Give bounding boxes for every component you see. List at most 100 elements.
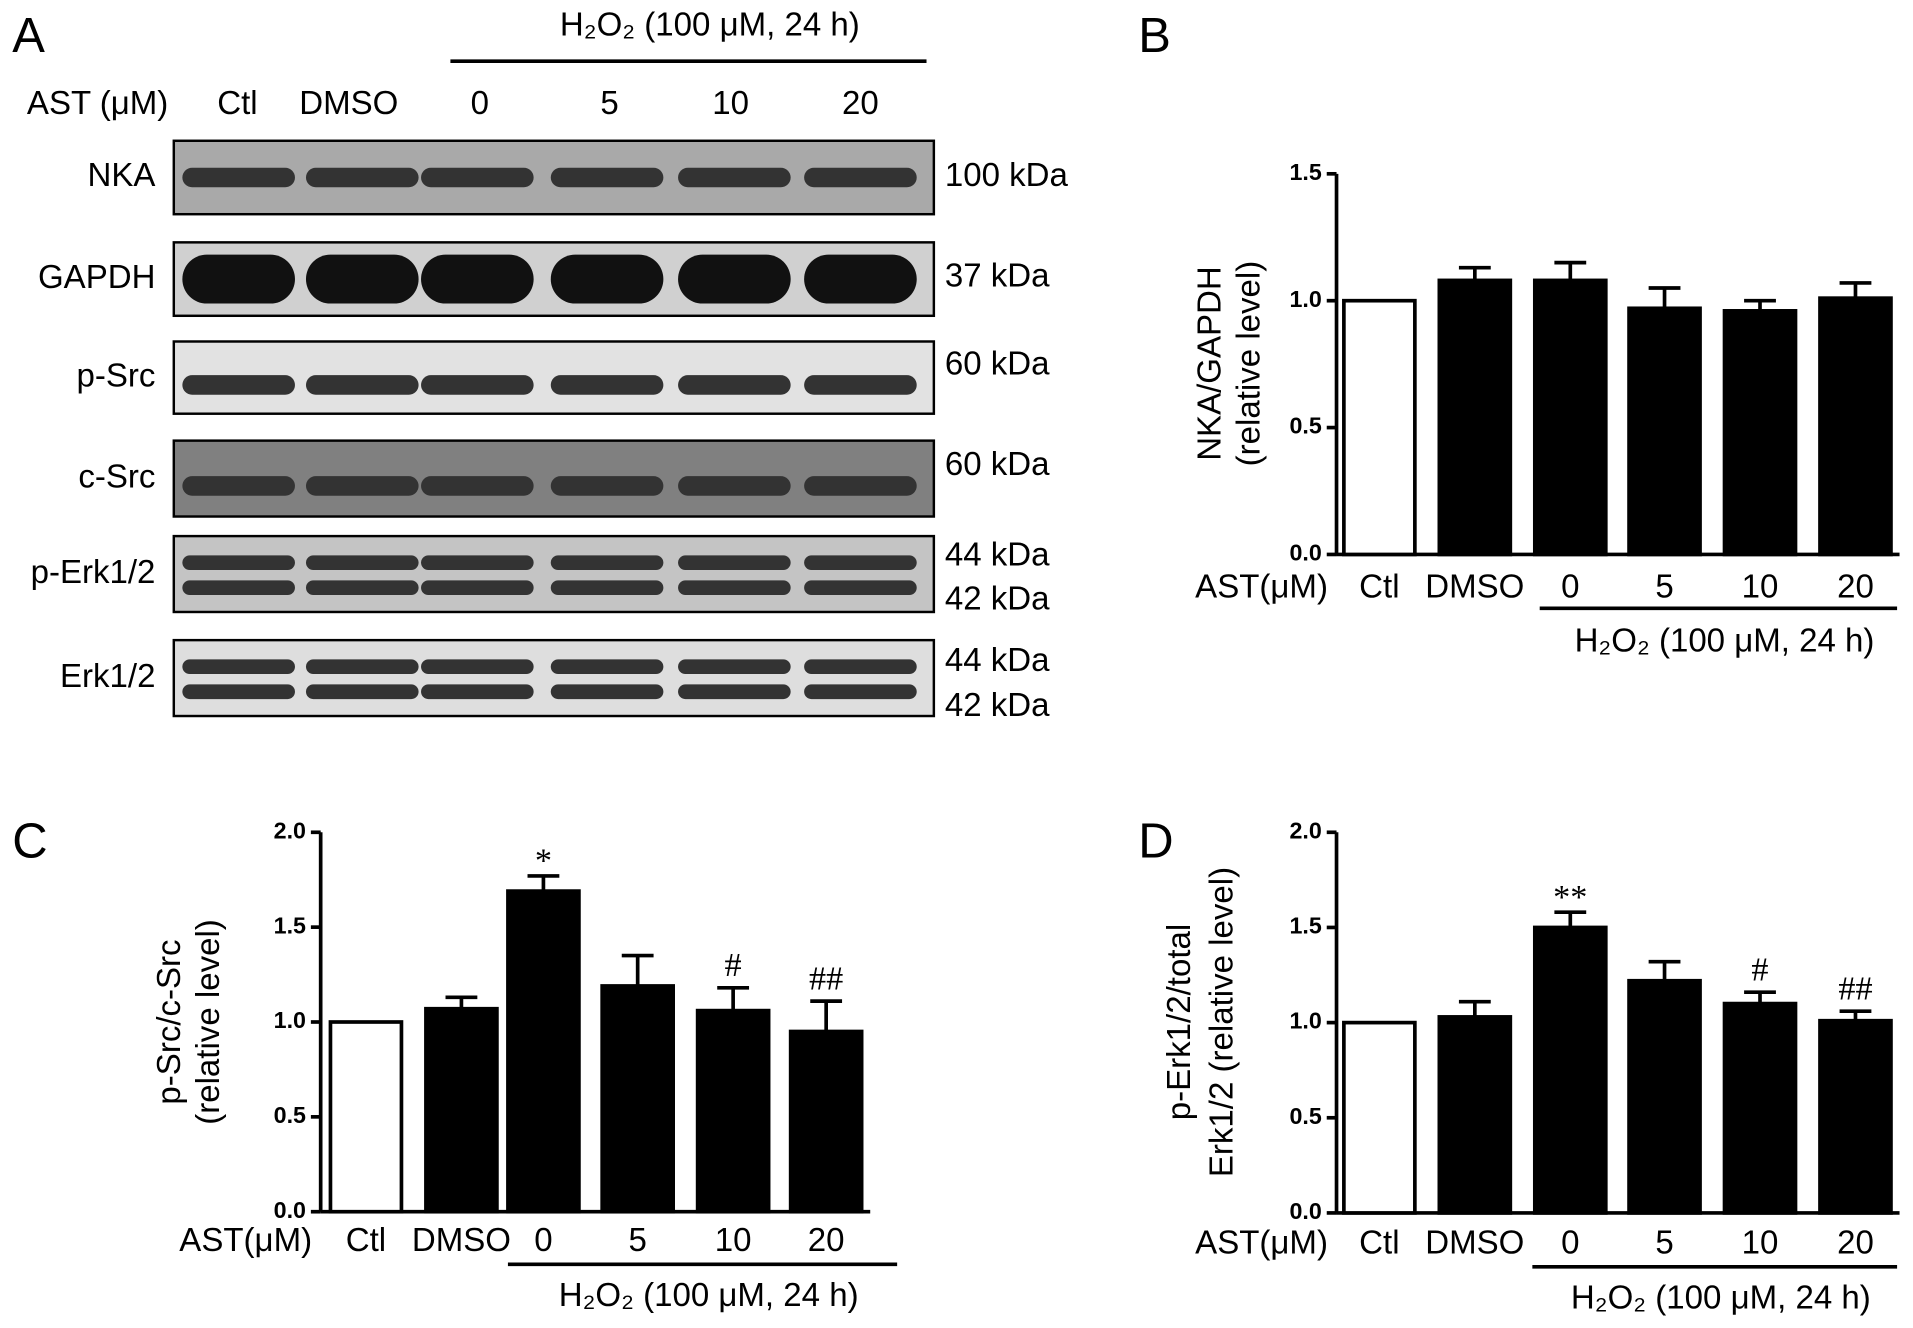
band	[804, 254, 917, 304]
band	[182, 555, 295, 571]
band	[182, 167, 295, 188]
band-size: 42 kDa	[945, 687, 1050, 724]
y-tick-label: 1.0	[274, 1007, 306, 1033]
band-size: 100 kDa	[945, 157, 1069, 194]
blot-name: p-Erk1/2	[31, 554, 156, 591]
blot-name: c-Src	[78, 458, 155, 495]
band	[550, 476, 664, 496]
group-label: H₂O₂ (100 μM, 24 h)	[560, 7, 860, 44]
band	[182, 684, 295, 700]
significance: *	[535, 842, 552, 880]
bar	[1627, 306, 1702, 557]
band-size: 37 kDa	[945, 258, 1050, 295]
x-tick-label: 10	[715, 1222, 752, 1259]
bar	[424, 1006, 499, 1214]
blot	[172, 638, 936, 718]
band-size: 42 kDa	[945, 581, 1050, 618]
lane-label: DMSO	[299, 85, 398, 122]
y-tick-label: 0.5	[1290, 1103, 1322, 1129]
bar	[1342, 298, 1417, 557]
band	[804, 580, 917, 596]
band	[678, 659, 791, 675]
lane-label: 0	[471, 85, 489, 122]
band	[421, 684, 534, 700]
x-tick-label: 20	[1837, 1224, 1874, 1261]
y-axis-label: Erk1/2 (relative level)	[1204, 867, 1241, 1177]
blot-name: p-Src	[77, 357, 156, 394]
bar	[1818, 1018, 1893, 1215]
band	[550, 684, 664, 700]
band	[305, 684, 419, 700]
band	[182, 476, 295, 496]
blot	[172, 439, 936, 518]
band	[421, 659, 534, 675]
panel-label: D	[1138, 814, 1173, 868]
bar	[1722, 309, 1798, 557]
group-label: H₂O₂ (100 μM, 24 h)	[559, 1277, 859, 1314]
bar	[695, 1008, 771, 1214]
x-tick-label: 20	[808, 1222, 845, 1259]
panel-label: C	[12, 814, 47, 868]
significance: ##	[809, 959, 843, 997]
band	[804, 476, 917, 496]
y-tick-label: 1.5	[274, 912, 306, 938]
band	[305, 375, 419, 395]
band	[804, 555, 917, 571]
x-tick-label: DMSO	[1425, 568, 1524, 605]
blot-name: NKA	[88, 157, 156, 194]
band	[305, 254, 419, 304]
x-tick-label: 0	[1561, 568, 1579, 605]
row-label: AST(μM)	[1195, 1224, 1328, 1261]
band	[182, 659, 295, 675]
band	[182, 580, 295, 596]
panel-label: B	[1138, 9, 1171, 63]
band	[804, 684, 917, 700]
band	[804, 167, 917, 188]
bar	[1627, 978, 1702, 1215]
significance: **	[1553, 878, 1587, 916]
y-tick-label: 1.0	[1290, 286, 1322, 312]
bar	[1722, 1001, 1798, 1215]
band	[305, 555, 419, 571]
bar	[788, 1029, 864, 1214]
band	[804, 659, 917, 675]
band	[550, 167, 664, 188]
band	[678, 555, 791, 571]
bar	[1532, 278, 1608, 557]
y-tick-label: 0.0	[274, 1197, 306, 1223]
band	[421, 555, 534, 571]
band	[421, 476, 534, 496]
band	[804, 375, 917, 395]
y-axis-label: p-Src/c-Src	[151, 939, 188, 1104]
significance: #	[725, 946, 742, 984]
band-size: 60 kDa	[945, 346, 1050, 383]
row-label: AST (μM)	[27, 85, 168, 122]
y-tick-label: 2.0	[1290, 817, 1322, 843]
x-tick-label: 5	[628, 1222, 646, 1259]
band-size: 44 kDa	[945, 537, 1050, 574]
x-tick-label: 10	[1742, 568, 1779, 605]
band-size: 44 kDa	[945, 642, 1050, 679]
bar	[1342, 1020, 1417, 1215]
band	[550, 555, 664, 571]
y-axis-label: p-Erk1/2/total	[1161, 924, 1198, 1120]
band	[305, 167, 419, 188]
band	[550, 375, 664, 395]
lane-label: 5	[600, 85, 618, 122]
x-tick-label: 0	[1561, 1224, 1579, 1261]
bar	[506, 889, 581, 1214]
x-tick-label: DMSO	[1425, 1224, 1524, 1261]
y-axis-label: NKA/GAPDH	[1191, 266, 1228, 461]
band	[678, 684, 791, 700]
band	[421, 167, 534, 188]
row-label: AST(μM)	[1195, 568, 1328, 605]
y-tick-label: 1.5	[1290, 159, 1322, 185]
band-size: 60 kDa	[945, 446, 1050, 483]
x-tick-label: 20	[1837, 568, 1874, 605]
y-axis-label: (relative level)	[190, 919, 227, 1125]
bar	[600, 984, 675, 1214]
band	[678, 476, 791, 496]
band	[678, 580, 791, 596]
blot-name: GAPDH	[38, 259, 155, 296]
